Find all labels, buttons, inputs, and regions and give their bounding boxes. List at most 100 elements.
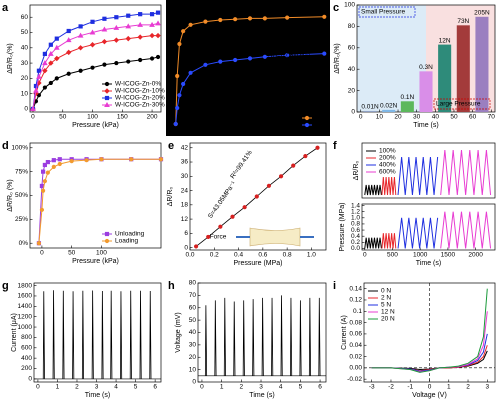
panel-letter: b <box>166 2 173 14</box>
marker <box>42 68 48 74</box>
x-tick-label: 5 <box>134 384 138 391</box>
y-tick-label: 40 <box>21 45 29 52</box>
marker <box>33 87 39 93</box>
marker <box>99 157 104 162</box>
x-axis-label: Time (s) <box>416 260 441 267</box>
spike <box>149 291 152 379</box>
y-tick-label: 100% <box>11 144 28 151</box>
x-tick-label: 5 <box>299 384 303 391</box>
marker <box>218 59 223 64</box>
legend-marker <box>304 115 310 121</box>
bar-label: 0.3N <box>419 64 433 71</box>
y-tick-label: 12 <box>181 216 189 223</box>
x-tick-label: 2 <box>75 384 79 391</box>
legend-label: 12 N <box>381 309 395 316</box>
x-tick-label: 2000 <box>468 252 483 259</box>
y-tick-label: 30 <box>189 342 197 349</box>
y-tick-label: -0.02 <box>347 376 362 383</box>
legend-marker <box>104 231 110 237</box>
y-tick-label: 0.06 <box>349 331 362 338</box>
y-axis-label: ΔR/R₀(%) <box>7 43 14 74</box>
y-tick-label: 0.2 <box>351 239 360 246</box>
marker <box>65 37 72 43</box>
x-tick-label: 1500 <box>441 252 456 259</box>
x-tick-label: 2 <box>466 384 470 391</box>
marker <box>45 170 50 175</box>
y-tick-label: 800 <box>21 334 32 341</box>
y-tick-label: 50 <box>21 29 29 36</box>
legend-label: 600% <box>379 169 396 176</box>
marker <box>65 49 72 56</box>
marker <box>315 145 320 150</box>
annotation-box <box>358 6 416 18</box>
y-tick-label: 80 <box>348 23 356 30</box>
x-tick-label: 0 <box>31 114 35 121</box>
marker <box>42 179 47 184</box>
bar <box>363 110 377 112</box>
x-tick-label: 100 <box>96 250 107 257</box>
x-tick-label: 0.2 <box>210 252 219 259</box>
marker <box>230 214 235 219</box>
marker <box>51 158 56 163</box>
specimen <box>249 227 301 247</box>
x-tick-label: 0 <box>363 252 367 259</box>
annotation: SH=1.61kPa⁻¹ <box>180 97 223 104</box>
marker <box>84 158 89 163</box>
marker <box>89 29 96 35</box>
legend-label: Unloading <box>115 231 145 238</box>
marker <box>54 55 60 62</box>
marker <box>89 42 96 48</box>
annotation: S=43.05MPa⁻¹ <box>207 180 238 220</box>
x-tick-label: 0.4 <box>234 252 243 259</box>
series-line <box>381 176 397 196</box>
x-tick-label: 50 <box>450 114 458 121</box>
legend-label: 0 N <box>381 288 391 295</box>
spike <box>120 291 123 379</box>
marker <box>102 62 107 67</box>
x-tick-label: 2 <box>240 384 244 391</box>
marker <box>303 153 308 159</box>
series-line <box>175 16 325 125</box>
y-tick-label: 60 <box>21 14 29 21</box>
spike <box>110 290 113 379</box>
marker <box>181 81 186 87</box>
marker <box>101 26 108 32</box>
legend-label: Loading <box>115 238 139 245</box>
spike <box>252 299 255 376</box>
marker <box>36 73 42 79</box>
x-tick-label: 60 <box>469 114 477 121</box>
y-tick-label: 20 <box>189 354 197 361</box>
marker <box>125 23 132 29</box>
annotation-box <box>433 98 491 110</box>
marker <box>36 93 42 98</box>
y-tick-label: 0 <box>192 379 196 386</box>
bar <box>400 101 414 112</box>
x-axis-label: Time (s) <box>249 392 274 399</box>
legend-marker <box>104 81 110 87</box>
y-tick-label: 0.08 <box>349 319 362 326</box>
annotation: Small Pressure <box>361 9 405 16</box>
marker <box>101 38 108 45</box>
panel-letter: f <box>333 140 337 152</box>
marker <box>173 121 178 127</box>
spike <box>62 290 65 379</box>
x-tick-label: 0 <box>36 384 40 391</box>
spike <box>91 290 94 379</box>
x-tick-label: 500 <box>387 252 398 259</box>
spike <box>233 301 236 376</box>
series-line <box>397 217 439 249</box>
y-tick-label: 30 <box>181 173 189 180</box>
panel-letter: h <box>168 280 175 292</box>
plot-frame <box>189 142 327 251</box>
marker <box>41 169 46 174</box>
marker <box>36 241 42 246</box>
y-tick-label: 24 <box>181 187 189 194</box>
bar-label: 12N <box>439 37 451 44</box>
marker <box>181 29 186 34</box>
x-tick-label: -2 <box>388 384 394 391</box>
marker <box>203 19 208 24</box>
bar <box>438 44 452 113</box>
marker <box>77 32 84 38</box>
marker <box>155 20 161 26</box>
y-tick-label: 6 <box>184 230 188 237</box>
